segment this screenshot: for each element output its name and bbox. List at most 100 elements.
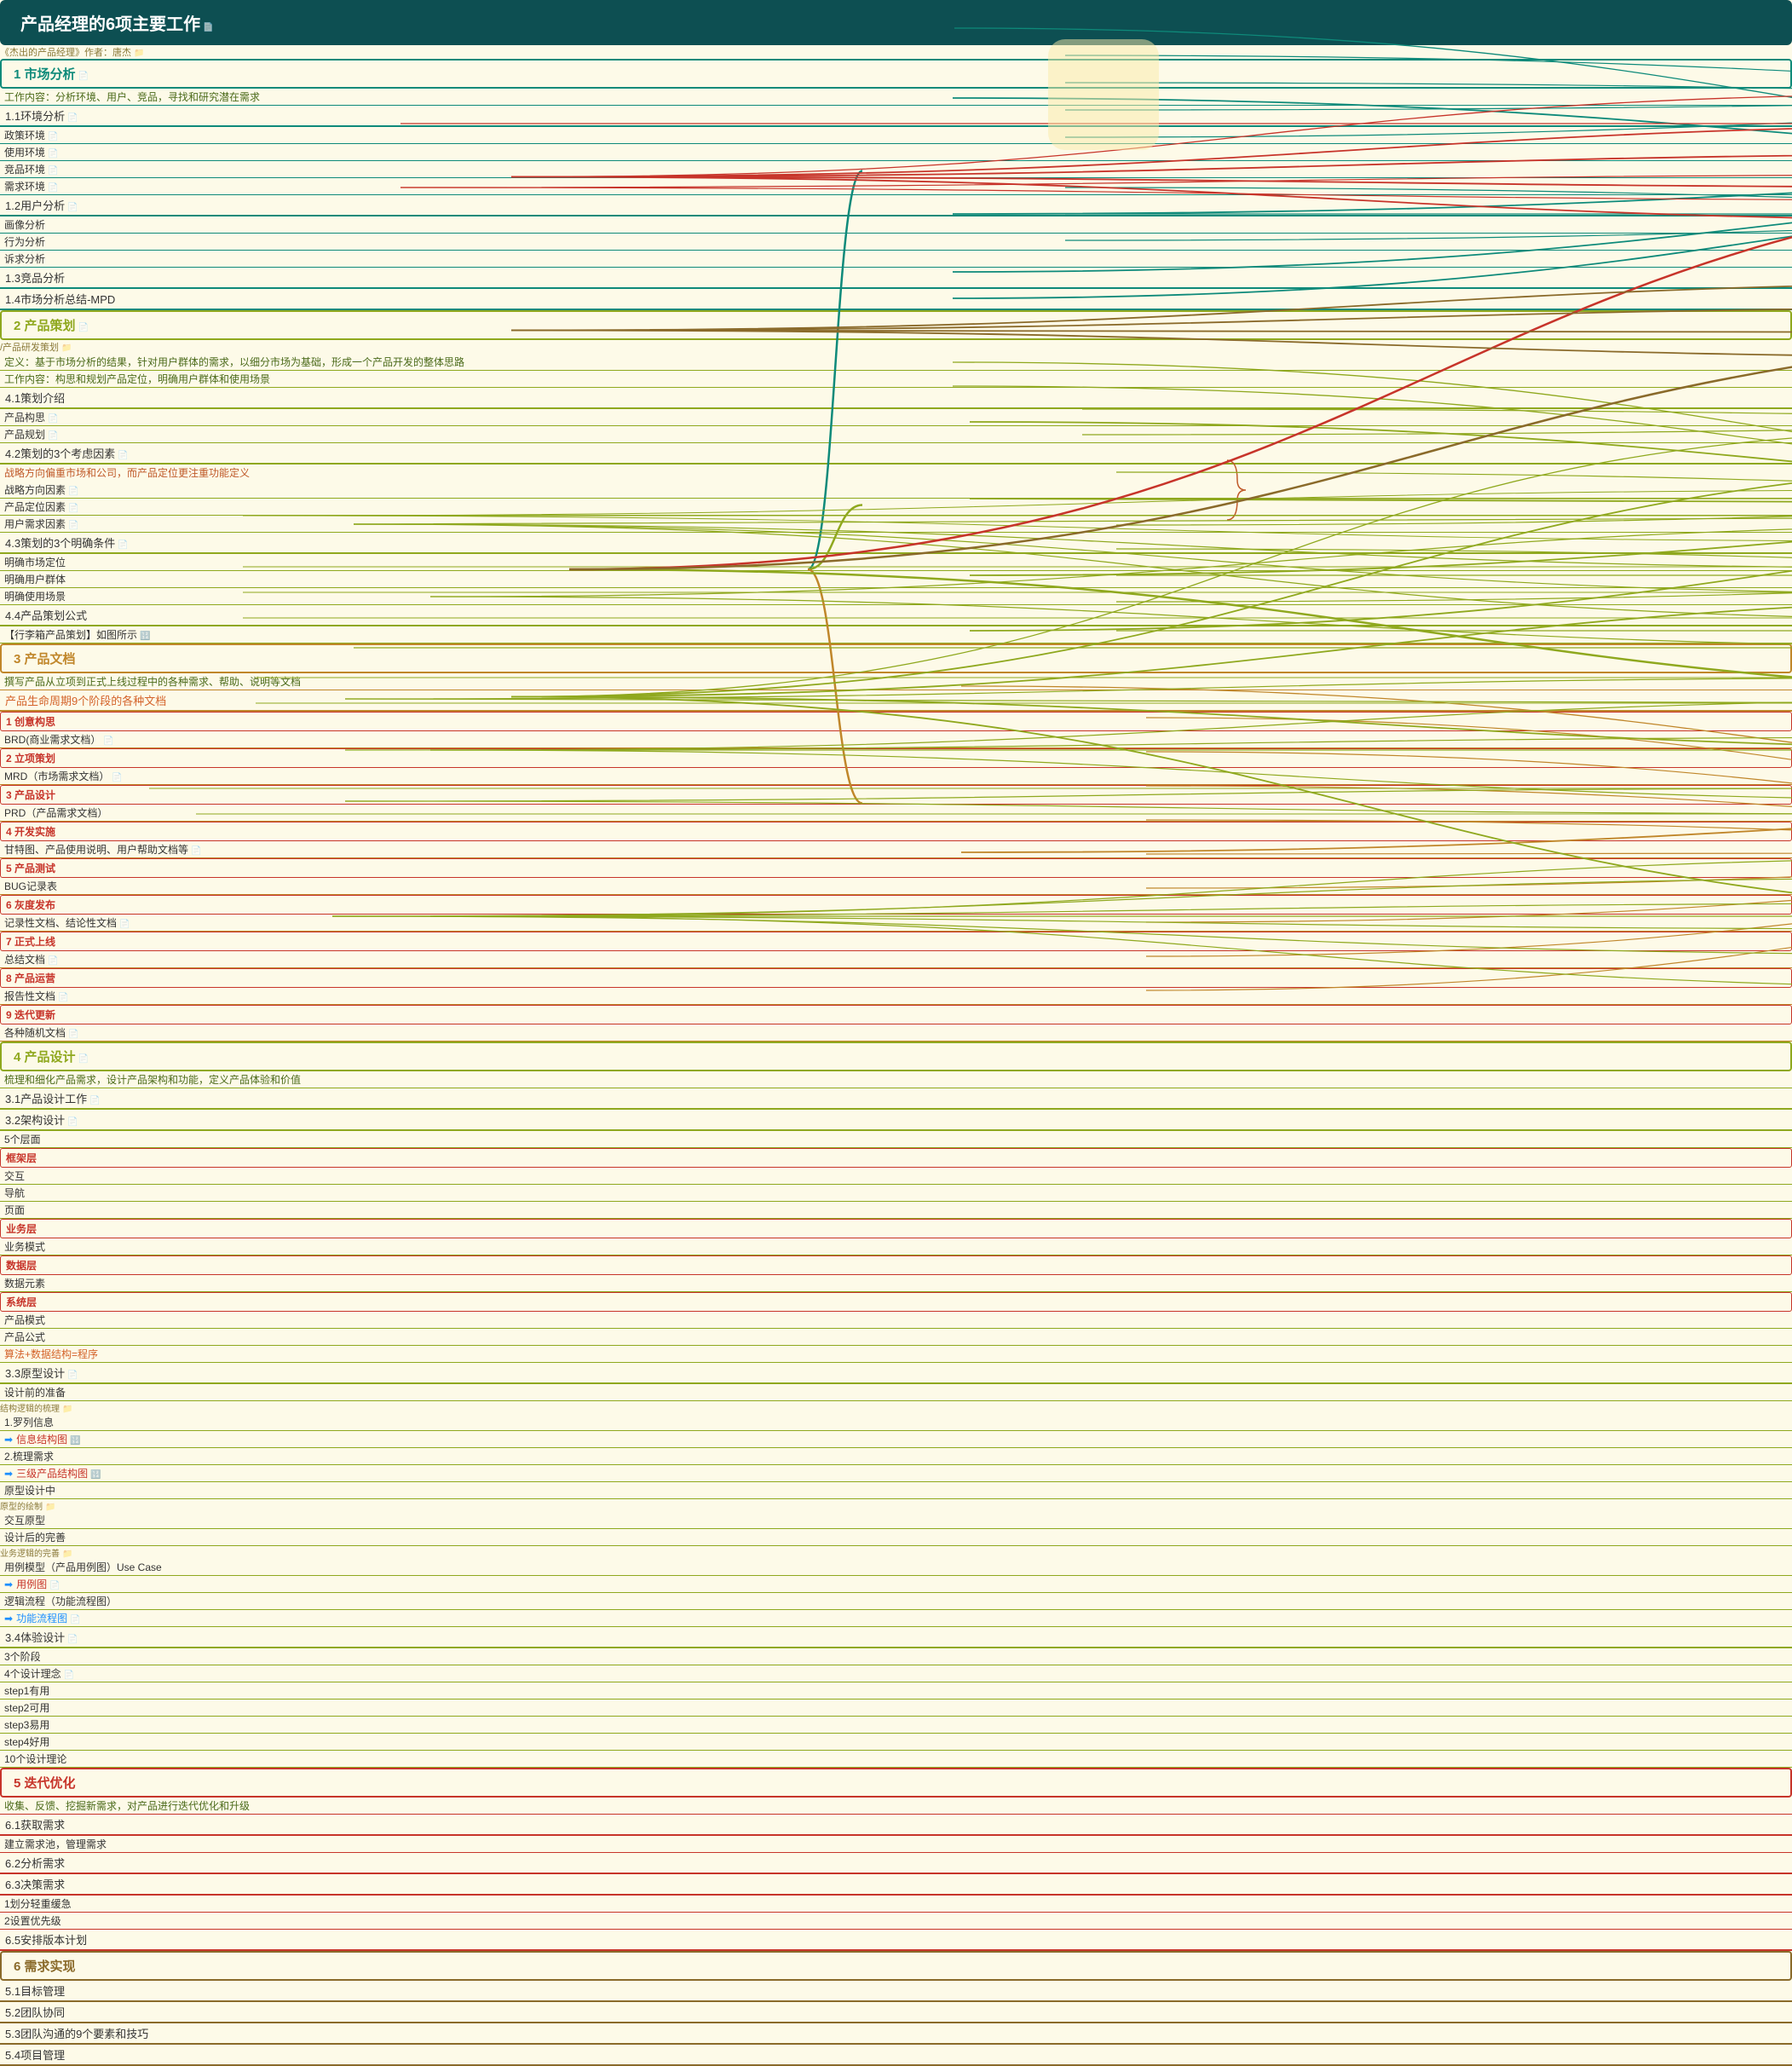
node[interactable]: 产品生命周期9个阶段的各种文档 [0, 690, 1792, 712]
node[interactable]: 战略方向因素 [0, 482, 1792, 499]
stage-doc[interactable]: BRD(商业需求文档） [0, 731, 1792, 748]
node-leaf-left[interactable]: 功能流程图 [0, 1610, 1792, 1627]
node[interactable]: 1.罗列信息 [0, 1414, 1792, 1431]
stage-doc[interactable]: 记录性文档、结论性文档 [0, 915, 1792, 932]
branch-b5[interactable]: 5 迭代优化 [0, 1768, 1792, 1798]
node[interactable]: 【行李箱产品策划】如图所示 [0, 626, 1792, 643]
node[interactable]: 3.3原型设计 [0, 1363, 1792, 1384]
node[interactable]: 1.2用户分析 [0, 195, 1792, 216]
node[interactable]: 6.5安排版本计划 [0, 1930, 1792, 1951]
node-leaf-left[interactable]: 信息结构图 [0, 1431, 1792, 1448]
stage-doc[interactable]: 各种随机文档 [0, 1024, 1792, 1042]
node[interactable]: 使用环境 [0, 144, 1792, 161]
node[interactable]: 4个设计理念 [0, 1665, 1792, 1682]
node[interactable]: step3易用 [0, 1717, 1792, 1734]
node[interactable]: 1.3竞品分析 [0, 268, 1792, 289]
node[interactable]: 产品规划 [0, 426, 1792, 443]
branch-b6[interactable]: 6 需求实现 [0, 1951, 1792, 1981]
highlight-cloud [1048, 39, 1159, 150]
stage-box[interactable]: 系统层 [0, 1292, 1792, 1312]
node[interactable]: step1有用 [0, 1682, 1792, 1700]
node[interactable]: step2可用 [0, 1700, 1792, 1717]
stage-box[interactable]: 3 产品设计 [0, 785, 1792, 805]
stage-box[interactable]: 9 迭代更新 [0, 1005, 1792, 1024]
stage-box[interactable]: 7 正式上线 [0, 932, 1792, 951]
node[interactable]: 4.4产品策划公式 [0, 605, 1792, 626]
node[interactable]: 3.2架构设计 [0, 1110, 1792, 1131]
stage-box[interactable]: 数据层 [0, 1255, 1792, 1275]
node[interactable]: 明确用户群体 [0, 571, 1792, 588]
node[interactable]: 用户需求因素 [0, 516, 1792, 533]
node[interactable]: 3.4体验设计 [0, 1627, 1792, 1648]
node[interactable]: 5.4项目管理 [0, 2045, 1792, 2066]
node-leaf-left[interactable]: 三级产品结构图 [0, 1465, 1792, 1482]
node[interactable]: 1划分轻重缓急 [0, 1896, 1792, 1913]
node[interactable]: 3个阶段 [0, 1648, 1792, 1665]
node-leaf[interactable]: 交互 [0, 1168, 1792, 1185]
node[interactable]: 需求环境 [0, 178, 1792, 195]
node[interactable]: step4好用 [0, 1734, 1792, 1751]
stage-box[interactable]: 框架层 [0, 1148, 1792, 1168]
node-leaf[interactable]: 导航 [0, 1185, 1792, 1202]
node[interactable]: 4.3策划的3个明确条件 [0, 533, 1792, 554]
node[interactable]: 5.1目标管理 [0, 1981, 1792, 2002]
node-leaf[interactable]: 产品模式 [0, 1312, 1792, 1329]
node[interactable]: 产品构思 [0, 409, 1792, 426]
node-subnote: 原型的绘制 [0, 1499, 1792, 1512]
node[interactable]: 4.2策划的3个考虑因素 [0, 443, 1792, 465]
node[interactable]: 设计后的完善 [0, 1529, 1792, 1546]
node[interactable]: 明确使用场景 [0, 588, 1792, 605]
node[interactable]: 用例模型（产品用例图）Use Case [0, 1559, 1792, 1576]
node[interactable]: 明确市场定位 [0, 554, 1792, 571]
stage-doc[interactable]: BUG记录表 [0, 878, 1792, 895]
node[interactable]: 产品定位因素 [0, 499, 1792, 516]
node[interactable]: 3.1产品设计工作 [0, 1088, 1792, 1110]
node[interactable]: 竞品环境 [0, 161, 1792, 178]
stage-box[interactable]: 8 产品运营 [0, 968, 1792, 988]
node[interactable]: 2.梳理需求 [0, 1448, 1792, 1465]
node[interactable]: 5.2团队协同 [0, 2002, 1792, 2023]
stage-box[interactable]: 6 灰度发布 [0, 895, 1792, 915]
node[interactable]: 5个层面 [0, 1131, 1792, 1148]
node[interactable]: 政策环境 [0, 127, 1792, 144]
stage-box[interactable]: 业务层 [0, 1219, 1792, 1238]
stage-box[interactable]: 1 创意构思 [0, 712, 1792, 731]
node[interactable]: 产品公式 [0, 1329, 1792, 1346]
stage-box[interactable]: 2 立项策划 [0, 748, 1792, 768]
node-leaf-left[interactable]: 用例图 [0, 1576, 1792, 1593]
stage-doc[interactable]: MRD（市场需求文档） [0, 768, 1792, 785]
node-leaf[interactable]: 业务模式 [0, 1238, 1792, 1255]
node[interactable]: 6.2分析需求 [0, 1853, 1792, 1874]
node[interactable]: 1.4市场分析总结-MPD [0, 289, 1792, 310]
branch-subtitle: /产品研发策划 [0, 340, 1792, 354]
node[interactable]: 逻辑流程（功能流程图） [0, 1593, 1792, 1610]
node[interactable]: 交互原型 [0, 1512, 1792, 1529]
node-leaf[interactable]: 数据元素 [0, 1275, 1792, 1292]
node[interactable]: 5.3团队沟通的9个要素和技巧 [0, 2023, 1792, 2045]
branch-b4[interactable]: 4 产品设计 [0, 1042, 1792, 1071]
node-leaf[interactable]: 页面 [0, 1202, 1792, 1219]
branch-b1[interactable]: 1 市场分析 [0, 59, 1792, 89]
node[interactable]: 1.1环境分析 [0, 106, 1792, 127]
node[interactable]: 诉求分析 [0, 251, 1792, 268]
stage-doc[interactable]: PRD（产品需求文档） [0, 805, 1792, 822]
stage-doc[interactable]: 总结文档 [0, 951, 1792, 968]
node[interactable]: 原型设计中 [0, 1482, 1792, 1499]
node[interactable]: 画像分析 [0, 216, 1792, 234]
stage-doc[interactable]: 甘特图、产品使用说明、用户帮助文档等 [0, 841, 1792, 858]
node[interactable]: 设计前的准备 [0, 1384, 1792, 1401]
node[interactable]: 6.3决策需求 [0, 1874, 1792, 1896]
node[interactable]: 10个设计理论 [0, 1751, 1792, 1768]
stage-box[interactable]: 4 开发实施 [0, 822, 1792, 841]
branch-b2[interactable]: 2 产品策划 [0, 310, 1792, 340]
stage-box[interactable]: 5 产品测试 [0, 858, 1792, 878]
branch-b3[interactable]: 3 产品文档 [0, 643, 1792, 673]
node[interactable]: 4.1策划介绍 [0, 388, 1792, 409]
node[interactable]: 6.1获取需求 [0, 1815, 1792, 1836]
node[interactable]: 2设置优先级 [0, 1913, 1792, 1930]
node[interactable]: 行为分析 [0, 234, 1792, 251]
central-topic[interactable]: 产品经理的6项主要工作 [0, 0, 1792, 45]
node[interactable]: 建立需求池，管理需求 [0, 1836, 1792, 1853]
stage-doc[interactable]: 报告性文档 [0, 988, 1792, 1005]
node[interactable]: 算法+数据结构=程序 [0, 1346, 1792, 1363]
